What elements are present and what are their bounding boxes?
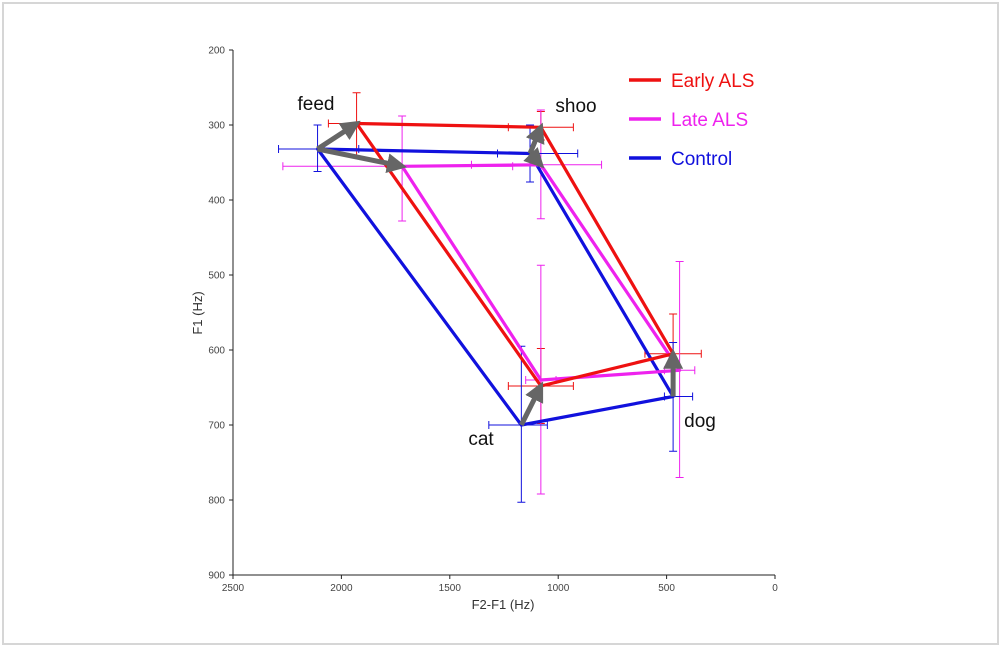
- x-tick-label: 0: [772, 583, 778, 594]
- shift-arrow: [317, 146, 408, 174]
- shift-arrow: [519, 381, 544, 427]
- y-tick-label: 200: [208, 46, 225, 57]
- x-tick-label: 1000: [547, 583, 570, 594]
- y-tick-label: 300: [208, 121, 225, 132]
- x-axis-label: F2-F1 (Hz): [472, 597, 535, 612]
- shift-arrow: [523, 147, 545, 169]
- y-axis-label: F1 (Hz): [190, 291, 205, 334]
- x-tick-label: 500: [658, 583, 675, 594]
- y-tick-label: 400: [208, 196, 225, 207]
- polygon-control: [316, 147, 675, 427]
- shift-arrow: [316, 120, 361, 152]
- shift-arrows: [316, 120, 684, 427]
- vowel-label-feed: feed: [298, 94, 335, 115]
- vowel-labels: feed shoo dog cat: [298, 94, 716, 450]
- x-tick-label: 2000: [330, 583, 353, 594]
- y-tick-label: 500: [208, 271, 225, 282]
- y-tick-label: 800: [208, 496, 225, 507]
- polygon-late-als: [400, 163, 682, 382]
- y-tick-label: 600: [208, 346, 225, 357]
- x-tick-label: 1500: [439, 583, 462, 594]
- y-tick-label: 700: [208, 421, 225, 432]
- legend-label: Late ALS: [671, 110, 748, 131]
- legend-label: Early ALS: [671, 71, 754, 92]
- legend-label: Control: [671, 149, 732, 170]
- vowel-polygons: [316, 121, 682, 427]
- error-bar: [488, 345, 548, 503]
- x-tick-label: 2500: [222, 583, 245, 594]
- vowel-label-cat: cat: [468, 429, 494, 450]
- polygon-early-als: [355, 121, 675, 388]
- vowel-label-dog: dog: [684, 411, 716, 432]
- y-tick-label: 900: [208, 571, 225, 582]
- vowel-label-shoo: shoo: [555, 96, 596, 117]
- legend: Early ALS Late ALS Control: [629, 71, 754, 170]
